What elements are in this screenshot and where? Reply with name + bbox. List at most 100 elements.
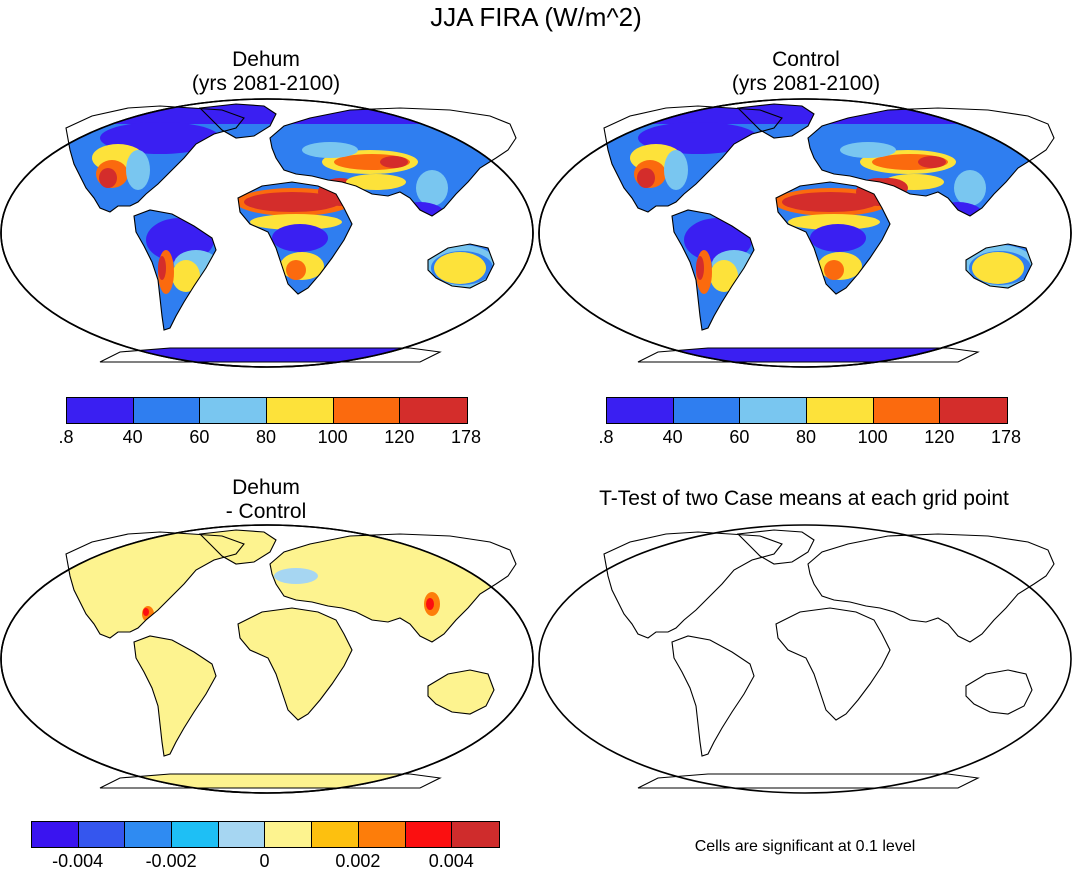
map-frame-outline xyxy=(0,98,534,368)
colorbar-tick-label: -0.004 xyxy=(52,851,104,871)
colorbar-tick-label: 80 xyxy=(795,427,817,447)
panel-title-dehum: Dehum (yrs 2081-2100) xyxy=(191,48,341,95)
colorbar-tick-label: 40 xyxy=(122,427,143,447)
coastline xyxy=(99,347,442,363)
colorbar-box xyxy=(32,822,79,847)
significance-note: Cells are significant at 0.1 level xyxy=(694,838,916,855)
colorbar-box xyxy=(265,822,313,847)
field-sahara-red xyxy=(244,192,340,212)
field-gobi-red xyxy=(918,156,946,168)
colorbar-box xyxy=(405,822,453,847)
colorbar-tick-label: 0.002 xyxy=(335,851,381,871)
field-kalahari-orange xyxy=(286,260,306,280)
coastline xyxy=(65,105,245,213)
colorbar-box xyxy=(452,822,499,847)
colorbar-box xyxy=(200,398,267,423)
coastline xyxy=(427,243,495,289)
field-asia-south-yellow xyxy=(346,174,406,190)
coastline xyxy=(671,635,755,757)
field-congo-dark xyxy=(272,224,328,252)
colorbar-box xyxy=(333,398,401,423)
field-sa-red xyxy=(158,256,166,280)
colorbar-tick-label: .8 xyxy=(598,427,614,447)
map-frame xyxy=(538,524,1072,794)
map-frame-outline xyxy=(0,524,534,794)
colorbar-box xyxy=(172,822,219,847)
field-na-red xyxy=(637,168,655,188)
map-control xyxy=(538,98,1072,368)
colorbar-box xyxy=(358,822,406,847)
field-sahel-yellow xyxy=(788,214,880,230)
colorbar-box xyxy=(806,398,874,423)
colorbar-box xyxy=(266,398,334,423)
colorbar-tick-label: 0.004 xyxy=(428,851,474,871)
map-difference xyxy=(0,524,534,794)
colorbar-tick-label: 178 xyxy=(450,427,482,447)
field-china-light xyxy=(954,170,986,206)
field-na-light xyxy=(126,150,150,190)
field-na-light xyxy=(664,150,688,190)
coastline xyxy=(237,181,353,295)
colorbar-abs-control xyxy=(606,397,1008,424)
field-aus-yellow xyxy=(434,252,486,284)
colorbar-box xyxy=(740,398,807,423)
map-dehum xyxy=(0,98,534,368)
coastline xyxy=(133,635,217,757)
colorbar-tick-label: 0 xyxy=(259,851,270,871)
colorbar-box xyxy=(940,398,1007,423)
coastline xyxy=(736,529,815,565)
colorbar-tick-label: 60 xyxy=(729,427,750,447)
field-sa-yellow xyxy=(172,260,200,292)
colorbar-tick-label: 100 xyxy=(317,427,348,447)
field-europe-light xyxy=(302,142,358,158)
colorbar-tick-label: 60 xyxy=(189,427,210,447)
colorbar-tick-label: 40 xyxy=(662,427,683,447)
coastline xyxy=(198,529,277,565)
coastline xyxy=(603,105,783,213)
coastline xyxy=(269,533,517,643)
colorbar-box xyxy=(673,398,741,423)
colorbar-tick-label: 100 xyxy=(857,427,888,447)
coastline xyxy=(775,181,891,295)
colorbar-box xyxy=(218,822,266,847)
colorbar-box xyxy=(873,398,941,423)
coastline xyxy=(198,103,277,139)
colorbar-difference xyxy=(31,821,500,848)
coastline xyxy=(133,209,217,331)
panel-title-control: Control (yrs 2081-2100) xyxy=(731,48,881,95)
field-europe-light xyxy=(840,142,896,158)
colorbar-tick-label: 120 xyxy=(384,427,415,447)
colorbar-tick-label: 178 xyxy=(990,427,1022,447)
colorbar-tick-label: 120 xyxy=(924,427,955,447)
field-congo-dark xyxy=(810,224,866,252)
coastline xyxy=(99,773,442,789)
coastline xyxy=(427,669,495,715)
coastline xyxy=(671,209,755,331)
coastline xyxy=(775,607,891,721)
figure-title: JJA FIRA (W/m^2) xyxy=(430,2,642,32)
colorbar-box xyxy=(607,398,674,423)
coastline xyxy=(965,669,1033,715)
field-kalahari-orange xyxy=(824,260,844,280)
coastline xyxy=(603,531,783,639)
colorbar-tick-label: .8 xyxy=(58,427,74,447)
coastline xyxy=(965,243,1033,289)
field-sahara-red xyxy=(782,192,878,212)
colorbar-tick-label: -0.002 xyxy=(145,851,197,871)
colorbar-box xyxy=(133,398,201,423)
map-ttest xyxy=(538,524,1072,794)
colorbar-abs-dehum xyxy=(66,397,468,424)
colorbar-box xyxy=(78,822,126,847)
colorbar-tick-label: 80 xyxy=(255,427,277,447)
colorbar-box xyxy=(67,398,134,423)
field-na-red xyxy=(99,168,117,188)
field-china-light xyxy=(416,170,448,206)
colorbar-box xyxy=(400,398,467,423)
map-frame-outline xyxy=(538,98,1072,368)
field-aus-yellow xyxy=(972,252,1024,284)
field-europe-blue xyxy=(274,568,318,584)
field-sa-red xyxy=(696,256,704,280)
field-china-red xyxy=(426,598,434,610)
panel-title-difference: Dehum - Control xyxy=(225,476,307,523)
coastline xyxy=(65,531,245,639)
